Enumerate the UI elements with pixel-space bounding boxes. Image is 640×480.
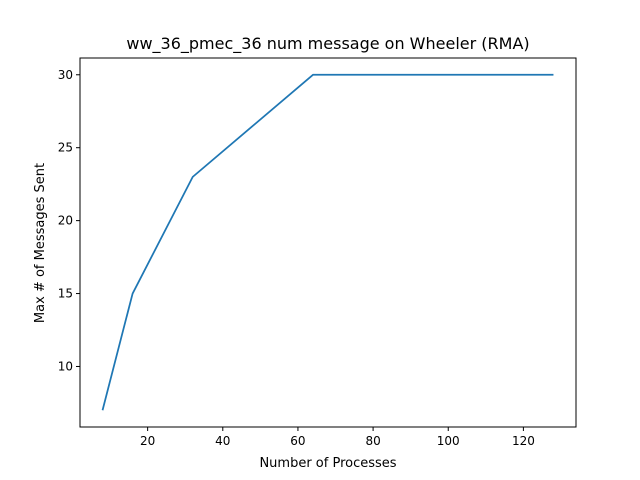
y-tick-label: 20 [58, 214, 73, 228]
x-tick-label: 80 [365, 434, 380, 448]
x-tick-label: 40 [215, 434, 230, 448]
y-tick-label: 30 [58, 68, 73, 82]
x-tick-label: 60 [290, 434, 305, 448]
y-tick-label: 10 [58, 359, 73, 373]
chart-title: ww_36_pmec_36 num message on Wheeler (RM… [126, 34, 529, 54]
x-axis-ticks: 20 40 60 80 100 120 [140, 427, 535, 448]
x-tick-label: 120 [512, 434, 535, 448]
x-axis-label: Number of Processes [259, 456, 396, 471]
series-line-0 [101, 73, 554, 411]
axes-frame [79, 57, 577, 428]
y-axis-ticks: 10 15 20 25 30 [58, 68, 80, 373]
y-axis-label: Max # of Messages Sent [33, 163, 48, 323]
x-tick-label: 20 [140, 434, 155, 448]
y-tick-label: 25 [58, 141, 73, 155]
x-tick-label: 100 [437, 434, 460, 448]
y-tick-label: 15 [58, 287, 73, 301]
series-layer [101, 73, 554, 411]
